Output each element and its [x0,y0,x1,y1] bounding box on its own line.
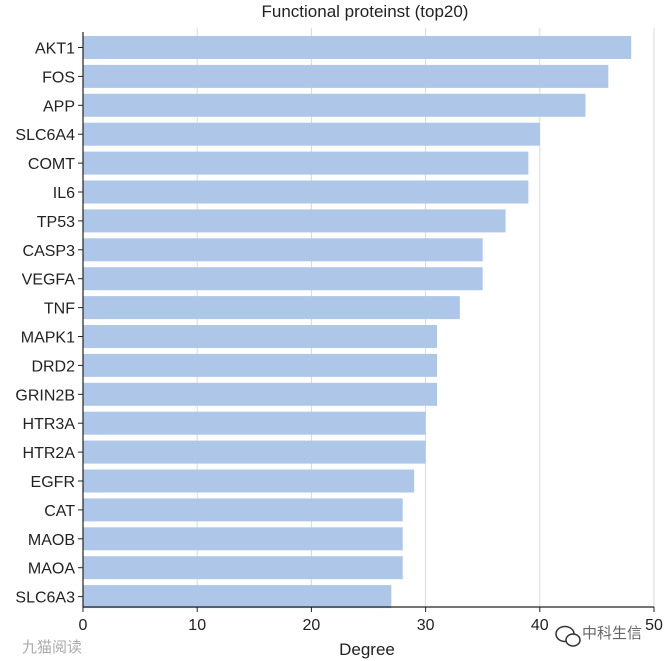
y-tick-label-tp53: TP53 [37,214,75,231]
y-tick-label-il6: IL6 [53,185,75,202]
chart-title: Functional proteinst (top20) [262,2,469,21]
bar-il6 [83,180,529,204]
x-tick-label-50: 50 [645,617,663,634]
bar-akt1 [83,36,632,59]
bar-htr2a [83,440,426,464]
y-tick-label-grin2b: GRIN2B [15,387,75,404]
bar-app [83,93,586,117]
watermark-left: 九猫阅读 [22,639,82,656]
y-tick-label-cat: CAT [44,503,75,520]
bar-fos [83,64,609,88]
y-tick-label-mapk1: MAPK1 [21,330,75,347]
bar-cat [83,498,403,522]
bar-tnf [83,296,460,320]
y-tick-label-slc6a4: SLC6A4 [15,127,75,144]
y-tick-label-tnf: TNF [44,301,75,318]
y-tick-label-egfr: EGFR [31,474,75,491]
y-tick-label-app: APP [43,98,75,115]
y-tick-label-maob: MAOB [28,532,75,549]
bar-mapk1 [83,325,438,348]
x-tick-label-30: 30 [417,617,435,634]
bar-maoa [83,556,403,580]
watermark-right: 中科生信 [555,625,642,647]
watermark-right-text: 中科生信 [582,625,642,642]
y-tick-label-vegfa: VEGFA [22,272,76,289]
y-tick-label-akt1: AKT1 [35,41,75,58]
bar-slc6a3 [83,585,392,609]
y-tick-label-fos: FOS [42,69,75,86]
y-tick-label-casp3: CASP3 [23,243,76,260]
bar-egfr [83,469,415,493]
x-tick-label-10: 10 [188,617,206,634]
bar-drd2 [83,353,438,377]
bar-grin2b [83,382,438,406]
bar-slc6a4 [83,122,540,146]
y-tick-label-htr3a: HTR3A [23,416,76,433]
x-tick-label-0: 0 [79,617,88,634]
x-tick-label-40: 40 [531,617,549,634]
y-tick-label-htr2a: HTR2A [23,445,76,462]
x-tick-labels: 0 10 20 30 40 50 [79,617,663,634]
bar-comt [83,151,529,175]
y-tick-label-maoa: MAOA [28,561,75,578]
bar-tp53 [83,209,506,233]
wechat-icon [555,625,581,647]
x-tick-label-20: 20 [303,617,321,634]
y-tick-label-drd2: DRD2 [31,358,75,375]
y-tick-label-slc6a3: SLC6A3 [15,590,75,607]
bar-maob [83,527,403,551]
y-tick-labels: AKT1 FOS APP SLC6A4 COMT IL6 TP53 CASP3 VEGFA TNF… [15,41,75,607]
watermark-left-text: 九猫阅读 [22,639,82,656]
bar-vegfa [83,267,483,291]
axes [78,32,655,612]
bar-htr3a [83,411,426,435]
x-axis-label: Degree [339,640,395,659]
bar-casp3 [83,238,483,262]
bars [83,36,632,609]
y-tick-label-comt: COMT [28,156,75,173]
